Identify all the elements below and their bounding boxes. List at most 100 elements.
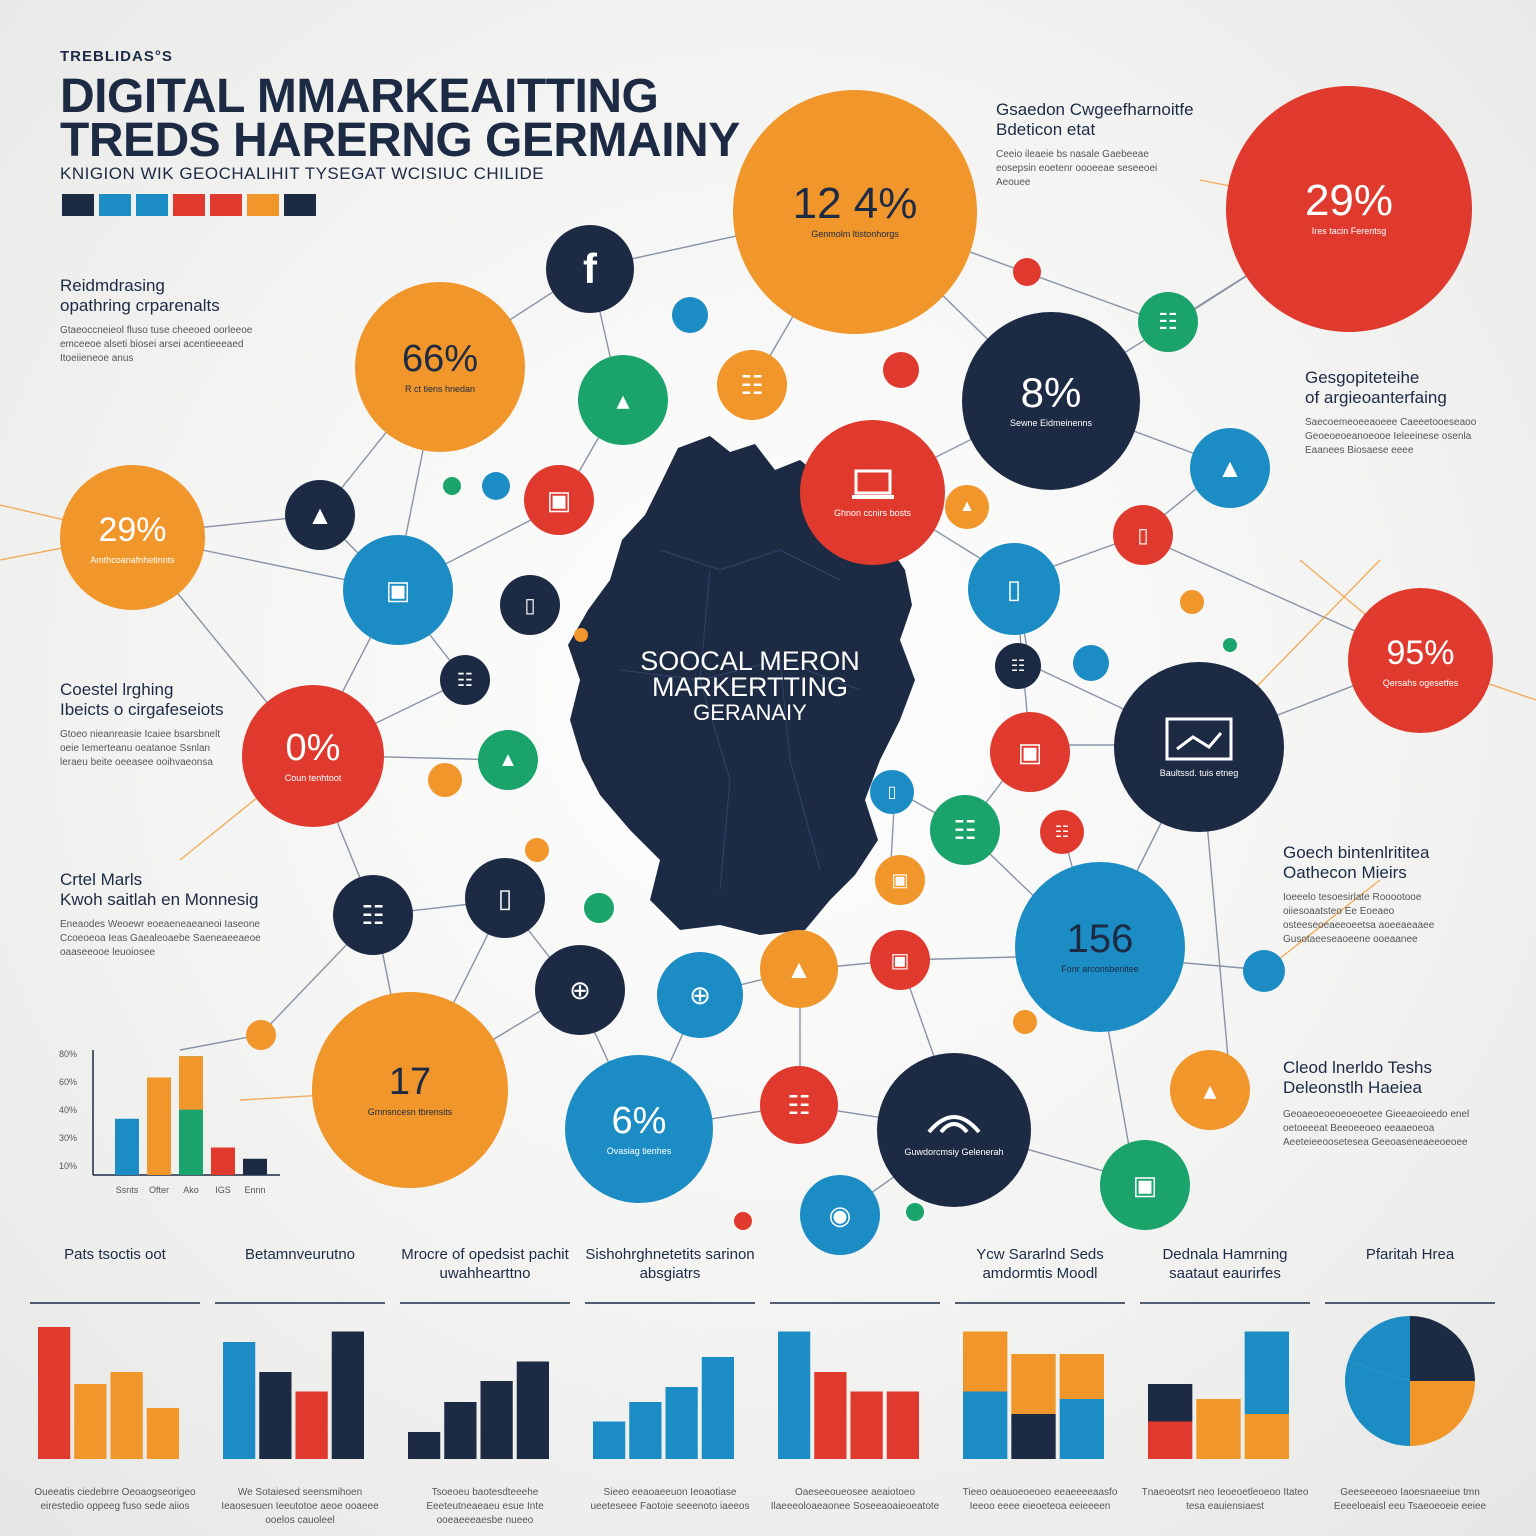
thumb-icon[interactable]: ▴: [578, 355, 668, 445]
phone-icon[interactable]: ▯: [500, 575, 560, 635]
bottom-chart: Ycw Sararlnd Seds amdormtis Moodl Tieeo o…: [955, 1245, 1125, 1535]
palette-swatch: [136, 194, 168, 216]
facebook-icon[interactable]: f: [546, 225, 634, 313]
document-icon[interactable]: ☷: [440, 655, 490, 705]
page-title-line2: TREDS HARERNG GERMAINY: [60, 114, 740, 167]
stat-bubble: 29% Amthcoanafnhetinnts: [60, 465, 205, 610]
chat-bubble-icon[interactable]: ▲: [945, 485, 989, 529]
document-icon[interactable]: ☷: [930, 795, 1000, 865]
side-note-body: Geoaeoeoeoeoeoetee Gieeaeoieedo enel oet…: [1283, 1109, 1470, 1148]
bar: [444, 1402, 477, 1459]
side-note-heading: Cleod lnerldo Teshs: [1283, 1058, 1432, 1077]
side-note-body: Ceeio ileaeie bs nasale Gaebeeae eosepsi…: [996, 149, 1158, 188]
bar: [593, 1421, 626, 1459]
monitor-icon[interactable]: ▣: [990, 712, 1070, 792]
y-tick-label: 10%: [59, 1161, 77, 1171]
monitor-icon[interactable]: ▣: [1100, 1140, 1190, 1230]
stat-caption: Qersahs ogesetfes: [1382, 677, 1459, 688]
side-note-body: Gtoeo nieanreasie Icaiee bsarsbnelt oeie…: [60, 729, 221, 768]
phone-icon[interactable]: ▯: [1113, 505, 1173, 565]
small-bar-chart: 80% 60% 40% 30% 10% Ssnts Ofter Ako IGS Ennn: [59, 1049, 280, 1195]
pie-slice: [1410, 1316, 1475, 1381]
bottom-chart-plot: [770, 1302, 940, 1459]
chat-bubble-icon[interactable]: ▲: [285, 480, 355, 550]
side-note-heading: Crtel Marls: [60, 870, 143, 889]
side-note-heading: Gesgopiteteihe: [1305, 368, 1420, 387]
side-note-right-1: Gsaedon Cwgeefharnoitfe Bdeticon etat Ce…: [996, 100, 1216, 190]
bottom-chart: Pats tsoctis oot Oueeatis ciedebrre Oeoao…: [30, 1245, 200, 1535]
stat-caption: Ires tacin Ferentsg: [1311, 226, 1387, 236]
bottom-chart: Mrocre of opedsist pachit uwahhearttno Ts…: [400, 1245, 570, 1535]
map-label-line3: GERANAIY: [693, 700, 807, 725]
stat-bubble: Ghnon ccnirs bosts: [800, 420, 945, 565]
stat-bubble: 12 4% Genmolm ltistonhorgs: [733, 90, 977, 334]
y-tick-label: 30%: [59, 1133, 77, 1143]
palette-swatch: [173, 194, 205, 216]
y-tick-label: 80%: [59, 1049, 77, 1059]
chat-bubble-icon[interactable]: ▲: [478, 730, 538, 790]
side-note-right-2: Gesgopiteteihe of argieoanterfaing Saeco…: [1305, 368, 1495, 458]
network-dot: [734, 1212, 752, 1230]
phone-icon[interactable]: ▯: [465, 858, 545, 938]
phone-icon[interactable]: ▯: [870, 770, 914, 814]
document-icon[interactable]: ☷: [333, 875, 413, 955]
chat-bubble-icon[interactable]: ▲: [760, 930, 838, 1008]
bar-segment: [1011, 1414, 1056, 1459]
x-tick-label: Ssnts: [116, 1185, 139, 1195]
stat-caption: Coun tenhtoot: [284, 773, 342, 783]
stat-value: 29%: [98, 510, 167, 549]
bottom-chart: Pfaritah Hrea Geeseeeoeo Iaoesnaeeiue tmn…: [1325, 1245, 1495, 1535]
side-note-body: Gtaeoccneieol fluso tuse cheeoed oorleeo…: [60, 325, 253, 364]
bottom-chart-plot: [955, 1302, 1125, 1459]
side-note-right-4: Cleod lnerldo Teshs Deleonstlh Haeiea Ge…: [1283, 1058, 1483, 1150]
phone-icon[interactable]: ▯: [968, 543, 1060, 635]
document-icon[interactable]: ☷: [1138, 292, 1198, 352]
network-dot: [1223, 638, 1237, 652]
document-icon[interactable]: ☷: [1040, 810, 1084, 854]
network-dot: [883, 352, 919, 388]
network-dot: [1243, 950, 1285, 992]
bottom-chart-title: Sishohrghnetetits sarinon absgiatrs: [585, 1246, 755, 1282]
bottom-chart: Sishohrghnetetits sarinon absgiatrs Sieeo…: [585, 1245, 755, 1535]
bar: [480, 1381, 513, 1459]
router-icon: [927, 1115, 981, 1134]
side-note-heading: opathring crparenalts: [60, 296, 220, 315]
thumb-icon[interactable]: ▴: [1170, 1050, 1250, 1130]
bottom-chart: Oaeseeoueosee aeaiotoeo Ilaeeeoloaeaonee…: [770, 1245, 940, 1535]
x-tick-label: Ennn: [244, 1185, 265, 1195]
laptop-icon: [851, 469, 894, 499]
globe-icon[interactable]: ⊕: [657, 952, 743, 1038]
bar: [408, 1432, 441, 1459]
stat-caption: Gmnsncesn tbrensits: [367, 1107, 453, 1117]
stat-value: 29%: [1304, 176, 1394, 225]
monitor-icon[interactable]: ▣: [524, 465, 594, 535]
bar-segment: [1011, 1354, 1056, 1414]
monitor-icon[interactable]: ▣: [875, 855, 925, 905]
bar-segment: [1244, 1414, 1289, 1459]
x-tick-label: Ako: [183, 1185, 199, 1195]
network-dot: [525, 838, 549, 862]
document-icon[interactable]: ☷: [995, 643, 1041, 689]
page-title-line1: DIGITAL MMARKEAITTING: [60, 70, 659, 123]
stat-caption: Ovasiag tienhes: [606, 1146, 672, 1156]
chat-bubble-icon[interactable]: ▲: [1190, 428, 1270, 508]
bottom-chart-title: Dednala Hamrning saataut eaurirfes: [1162, 1246, 1288, 1282]
side-note-heading: Gsaedon Cwgeefharnoitfe: [996, 100, 1194, 119]
stat-bubble: 66% R ct tiens hnedan: [355, 282, 525, 452]
bar-segment: [963, 1391, 1008, 1459]
color-palette: [62, 194, 321, 221]
network-dot: [1013, 258, 1041, 286]
camera-icon[interactable]: ◉: [800, 1175, 880, 1255]
bottom-chart-plot: [215, 1302, 385, 1459]
document-icon[interactable]: ☷: [760, 1066, 838, 1144]
palette-swatch: [99, 194, 131, 216]
monitor-icon[interactable]: ▣: [343, 535, 453, 645]
globe-icon[interactable]: ⊕: [535, 945, 625, 1035]
bottom-chart-caption: Tsoeoeu baotesdteeehe Eeeteutneaeaeu esu…: [426, 1487, 544, 1526]
side-note-heading: Reidmdrasing: [60, 276, 165, 295]
monitor-icon[interactable]: ▣: [870, 930, 930, 990]
bar-segment: [963, 1331, 1008, 1392]
screen-icon: [1165, 717, 1233, 761]
bottom-chart-plot: [400, 1302, 570, 1459]
document-icon[interactable]: ☷: [717, 350, 787, 420]
